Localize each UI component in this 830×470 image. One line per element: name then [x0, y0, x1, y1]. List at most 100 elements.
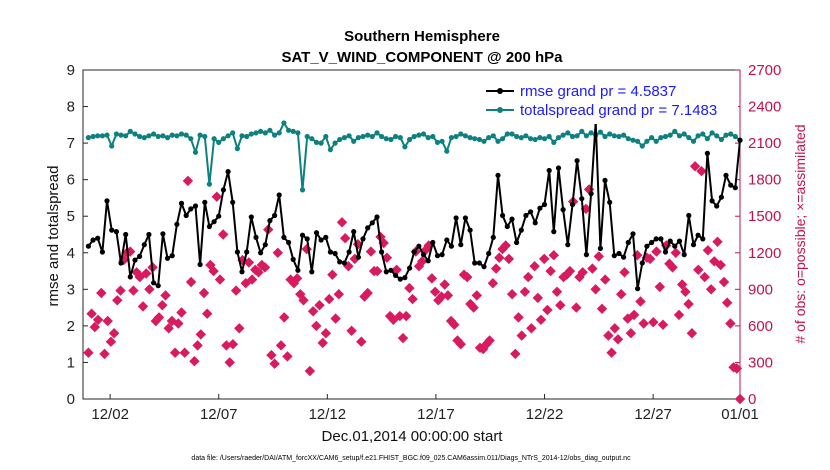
- totalspread-point: [407, 136, 413, 143]
- rmse-point: [723, 172, 729, 178]
- rmse-point: [714, 203, 720, 209]
- obs-count-point: [513, 312, 524, 323]
- obs-count-point: [532, 292, 544, 304]
- rmse-point: [448, 243, 454, 249]
- totalspread-point: [332, 140, 338, 146]
- totalspread-point: [658, 135, 664, 141]
- obs-count-point: [651, 246, 662, 257]
- obs-count-point: [648, 316, 659, 328]
- obs-count-point: [192, 340, 203, 351]
- rmse-point: [123, 231, 129, 238]
- obs-count-point: [686, 327, 698, 339]
- rmse-point: [462, 215, 468, 221]
- rmse-point: [113, 229, 119, 235]
- obs-count-point: [365, 246, 377, 257]
- obs-count-point: [455, 338, 467, 350]
- totalspread-point: [467, 135, 473, 141]
- totalspread-point: [565, 130, 571, 136]
- obs-count-point: [718, 276, 730, 288]
- totalspread-point: [509, 131, 515, 137]
- totalspread-point: [667, 132, 673, 138]
- totalspread-point: [360, 133, 366, 140]
- totalspread-point: [518, 135, 524, 141]
- totalspread-point: [262, 130, 268, 136]
- obs-count-point: [712, 236, 723, 248]
- y-right-tick-label: 1200: [748, 245, 781, 262]
- x-tick-label: 12/22: [526, 406, 564, 423]
- obs-count-point: [253, 267, 264, 278]
- obs-count-point: [731, 363, 743, 374]
- obs-count-point: [327, 269, 338, 280]
- rmse-point: [546, 167, 552, 174]
- rmse-point: [341, 260, 347, 266]
- rmse-point: [662, 249, 669, 255]
- obs-count-point: [635, 296, 646, 307]
- totalspread-point: [351, 138, 357, 144]
- obs-count-point: [699, 271, 710, 283]
- rmse-point: [146, 231, 152, 238]
- totalspread-point: [676, 133, 683, 139]
- rmse-point: [718, 194, 725, 200]
- x-tick-label: 12/12: [309, 406, 347, 423]
- totalspread-point: [313, 139, 320, 145]
- rmse-point: [192, 203, 199, 209]
- obs-count-point: [275, 340, 287, 351]
- rmse-point: [541, 201, 548, 208]
- totalspread-point: [644, 138, 650, 144]
- rmse-point: [299, 232, 306, 238]
- obs-count-point: [102, 315, 113, 327]
- totalspread-point: [225, 133, 231, 139]
- rmse-point: [472, 260, 478, 266]
- obs-count-point: [211, 191, 223, 202]
- rmse-point: [397, 276, 403, 282]
- totalspread-point: [323, 133, 329, 140]
- rmse-point: [695, 232, 701, 238]
- rmse-point: [667, 238, 673, 244]
- totalspread-point: [528, 136, 534, 142]
- obs-count-point: [227, 338, 239, 350]
- rmse-point: [649, 239, 655, 246]
- obs-count-point: [240, 277, 251, 289]
- totalspread-point: [448, 135, 454, 141]
- x-tick-label: 01/01: [721, 406, 759, 423]
- totalspread-point: [286, 127, 292, 133]
- rmse-point: [155, 283, 161, 289]
- rmse-point: [565, 242, 571, 248]
- obs-count-point: [500, 240, 511, 251]
- obs-count-point: [519, 286, 531, 298]
- rmse-point: [272, 212, 278, 219]
- rmse-point: [137, 253, 143, 259]
- rmse-point: [504, 223, 510, 230]
- totalspread-point: [541, 136, 548, 142]
- rmse-point: [151, 280, 157, 286]
- totalspread-point: [388, 136, 394, 143]
- obs-count-point: [298, 295, 309, 306]
- rmse-series: [85, 119, 743, 292]
- totalspread-point: [695, 133, 701, 139]
- obs-count-point: [715, 259, 726, 271]
- obs-count-point: [603, 330, 614, 341]
- rmse-point: [393, 272, 399, 278]
- rmse-point: [476, 260, 482, 266]
- rmse-point: [95, 235, 101, 241]
- obs-count-point: [564, 265, 576, 277]
- obs-count-point: [471, 290, 483, 301]
- rmse-point: [188, 206, 194, 212]
- obs-count-point: [333, 288, 345, 300]
- obs-count-point: [381, 252, 393, 263]
- obs-count-point: [153, 312, 165, 323]
- totalspread-point: [486, 135, 492, 141]
- totalspread-point: [537, 135, 543, 141]
- rmse-point: [118, 260, 124, 266]
- rmse-point: [169, 253, 175, 259]
- rmse-point: [434, 253, 441, 259]
- rmse-point: [290, 256, 296, 262]
- obs-count-point: [709, 256, 720, 267]
- totalspread-point: [630, 137, 636, 143]
- y-right-tick-label: 600: [748, 318, 773, 335]
- rmse-point: [537, 205, 543, 211]
- obs-count-point: [320, 327, 332, 339]
- x-tick-label: 12/07: [200, 406, 238, 423]
- totalspread-point: [234, 146, 240, 152]
- obs-count-point: [693, 264, 704, 276]
